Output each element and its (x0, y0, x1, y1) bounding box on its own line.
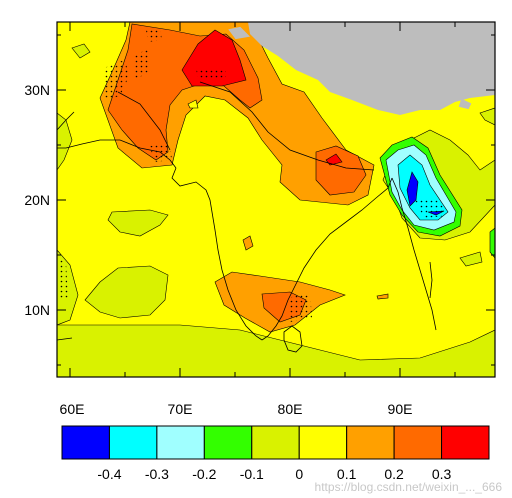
lon-label-90e: 90E (388, 401, 413, 417)
colorbar-swatch (251, 425, 300, 460)
colorbar-swatch (346, 425, 395, 460)
colorbar-swatch (61, 425, 110, 460)
colorbar-level-label: -0.4 (97, 466, 121, 482)
colorbar: -0.4 -0.3 -0.2 -0.1 0 0.1 0.2 0.3 (61, 425, 490, 482)
masked-terrain-rough (228, 26, 472, 110)
region-neg-small-bay (459, 251, 483, 267)
lat-label-30n: 30N (24, 82, 50, 98)
colorbar-level-label: -0.2 (192, 466, 216, 482)
colorbar-swatch (108, 425, 158, 460)
colorbar-level-label: 0.3 (432, 466, 452, 482)
watermark: https://blog.csdn.net/weixin_..._666 (315, 480, 503, 494)
lat-label-10n: 10N (24, 302, 50, 318)
masked-terrain (248, 22, 495, 115)
lon-label-70e: 70E (168, 401, 193, 417)
colorbar-swatch (298, 425, 348, 460)
colorbar-level-label: 0 (295, 466, 303, 482)
region-neg-small-arabian (84, 265, 169, 319)
colorbar-swatch (203, 425, 253, 460)
lon-ticks (69, 22, 456, 377)
colorbar-level-label: 0.2 (384, 466, 404, 482)
region-yellow-hole (187, 99, 199, 109)
colorbar-level-label: -0.3 (145, 466, 169, 482)
region-neg-small-ne-top (479, 107, 495, 126)
lat-ticks (57, 34, 495, 366)
region-neg-small-west (57, 112, 73, 171)
region-pos-0.1-dot (242, 235, 254, 251)
colorbar-swatch (393, 425, 443, 460)
coastlines (57, 81, 437, 353)
lon-label-80e: 80E (278, 401, 303, 417)
region-neg-0.2-east (489, 227, 495, 259)
region-pos-0.1-dot2 (376, 293, 389, 300)
colorbar-level-label: -0.1 (240, 466, 264, 482)
colorbar-swatch (156, 425, 205, 460)
map-plot (57, 22, 495, 377)
colorbar-swatch (441, 425, 490, 460)
region-neg-small-plateau (107, 209, 169, 237)
lon-label-60e: 60E (60, 401, 85, 417)
region-neg-small-nw-dot (71, 43, 91, 59)
lat-label-20n: 20N (24, 192, 50, 208)
region-neg-small-south (57, 324, 495, 377)
colorbar-level-label: 0.1 (337, 466, 357, 482)
region-neg-0.4 (406, 171, 419, 207)
